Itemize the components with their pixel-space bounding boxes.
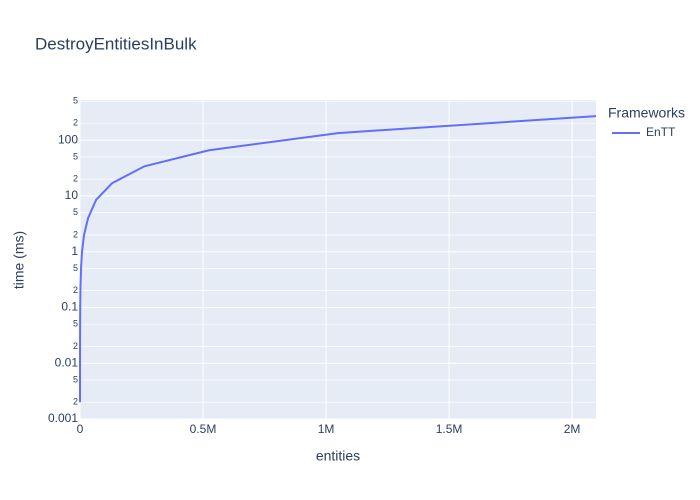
y-tick-label: 2 bbox=[73, 285, 78, 295]
x-axis-title: entities bbox=[316, 448, 360, 464]
x-tick-label: 0.5M bbox=[190, 422, 217, 436]
y-tick-label: 10 bbox=[65, 188, 79, 202]
legend-label: EnTT bbox=[646, 125, 676, 139]
y-axis-title: time (ms) bbox=[11, 231, 27, 289]
y-tick-label: 100 bbox=[58, 132, 78, 146]
x-tick-label: 1M bbox=[318, 422, 335, 436]
y-tick-label: 0.001 bbox=[48, 411, 78, 425]
y-tick-label: 0.01 bbox=[55, 355, 79, 369]
x-tick-label: 1.5M bbox=[436, 422, 463, 436]
y-tick-label: 1 bbox=[71, 244, 78, 258]
y-tick-label: 5 bbox=[73, 96, 78, 106]
y-tick-label: 5 bbox=[73, 319, 78, 329]
y-tick-label: 5 bbox=[73, 263, 78, 273]
y-tick-label: 5 bbox=[73, 207, 78, 217]
plot-area bbox=[80, 100, 596, 419]
y-tick-label: 0.1 bbox=[61, 300, 78, 314]
y-tick-label: 5 bbox=[73, 374, 78, 384]
x-tick-label: 2M bbox=[564, 422, 581, 436]
legend-title: Frameworks bbox=[608, 105, 685, 121]
y-tick-label: 2 bbox=[73, 118, 78, 128]
y-tick-label: 2 bbox=[73, 229, 78, 239]
y-tick-label: 5 bbox=[73, 151, 78, 161]
y-tick-label: 2 bbox=[73, 174, 78, 184]
y-tick-label: 2 bbox=[73, 397, 78, 407]
y-tick-label: 2 bbox=[73, 341, 78, 351]
x-tick-label: 0 bbox=[77, 422, 84, 436]
chart-title: DestroyEntitiesInBulk bbox=[35, 34, 197, 53]
data-line bbox=[79, 115, 597, 403]
